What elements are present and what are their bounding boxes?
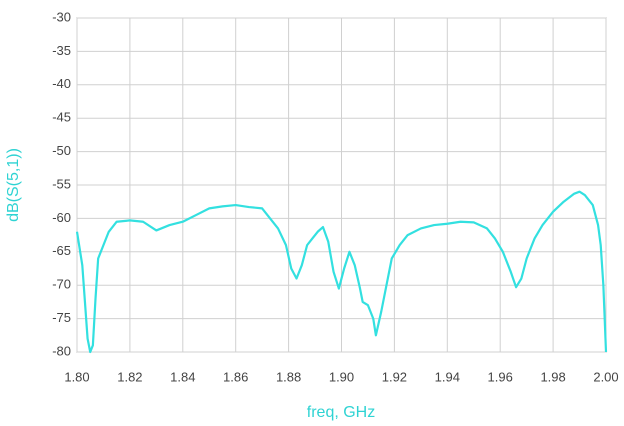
x-axis-title: freq, GHz bbox=[307, 404, 375, 421]
x-tick-label: 1.90 bbox=[329, 369, 354, 384]
x-tick-label: 1.88 bbox=[276, 369, 301, 384]
y-tick-label: -35 bbox=[52, 43, 71, 58]
x-tick-label: 1.92 bbox=[382, 369, 407, 384]
y-tick-label: -40 bbox=[52, 76, 71, 91]
data-line bbox=[75, 190, 608, 354]
x-tick-label: 1.84 bbox=[170, 369, 195, 384]
x-tick-label: 1.80 bbox=[64, 369, 89, 384]
y-tick-label: -75 bbox=[52, 310, 71, 325]
y-tick-label: -80 bbox=[52, 343, 71, 358]
y-tick-label: -30 bbox=[52, 9, 71, 24]
y-tick-label: -45 bbox=[52, 110, 71, 125]
y-tick-label: -60 bbox=[52, 210, 71, 225]
x-tick-label: 2.00 bbox=[593, 369, 618, 384]
x-tick-label: 1.94 bbox=[435, 369, 460, 384]
x-tick-label: 1.96 bbox=[488, 369, 513, 384]
x-tick-label: 1.86 bbox=[223, 369, 248, 384]
y-tick-label: -50 bbox=[52, 143, 71, 158]
y-tick-label: -70 bbox=[52, 277, 71, 292]
x-tick-label: 1.82 bbox=[117, 369, 142, 384]
y-tick-label: -55 bbox=[52, 176, 71, 191]
y-tick-label: -65 bbox=[52, 243, 71, 258]
x-tick-label: 1.98 bbox=[540, 369, 565, 384]
y-axis-title: dB(S(5,1)) bbox=[5, 148, 22, 222]
